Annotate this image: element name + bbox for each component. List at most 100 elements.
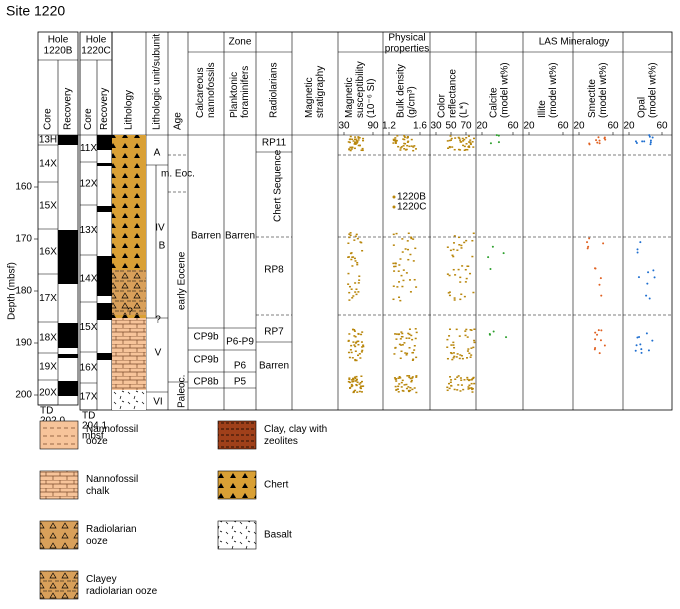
trace-point [347, 283, 350, 285]
column-header: Lithologic unit/subunit [152, 34, 163, 130]
trace-point [356, 340, 359, 343]
trace-point [348, 148, 351, 151]
trace-point [398, 264, 401, 266]
trace-point [347, 141, 350, 143]
mineral-point [641, 140, 644, 143]
trace-point [412, 260, 415, 262]
recovery [97, 163, 112, 166]
trace-point [353, 147, 356, 150]
trace-point [351, 384, 354, 387]
trace-point [396, 388, 399, 390]
mineral-point [597, 329, 600, 332]
scale-label: 20 [476, 121, 488, 132]
trace-point [410, 237, 413, 240]
trace-point [360, 341, 363, 343]
mineral-point [598, 283, 601, 286]
td-label: mbsf [82, 431, 104, 442]
trace-point [348, 285, 351, 288]
trace-point [347, 351, 350, 354]
trace-point [406, 144, 409, 147]
trace-point [395, 378, 398, 380]
recovery [97, 303, 112, 320]
trace-point [446, 140, 449, 142]
trace-point [415, 356, 418, 359]
trace-point [410, 236, 413, 239]
mineral-point [492, 330, 495, 333]
trace-point [394, 142, 397, 144]
mineral-point [594, 346, 597, 349]
column-header: Recovery [63, 88, 74, 130]
trace-point [348, 233, 351, 235]
trace-point [402, 138, 405, 140]
trace-point [467, 386, 470, 388]
trace-point [355, 288, 358, 290]
trace-point [406, 240, 409, 242]
column-header: Color [437, 93, 448, 118]
trace-point [393, 353, 396, 355]
trace-point [406, 141, 409, 143]
trace-point [352, 378, 355, 381]
unit-label: V [155, 348, 162, 359]
trace-point [447, 382, 450, 385]
legend-label: 1220B [397, 192, 426, 203]
trace-point [466, 350, 469, 352]
mineral-point [505, 336, 508, 339]
trace-point [447, 147, 450, 149]
mineral-point [588, 143, 591, 146]
column-header: Bulk density [396, 64, 407, 118]
trace-point [400, 331, 403, 333]
trace-point [348, 333, 351, 335]
trace-point [409, 253, 412, 256]
trace-point [413, 145, 416, 147]
trace-point [446, 346, 449, 348]
trace-point [464, 281, 467, 283]
trace-point [392, 298, 395, 301]
trace-point [357, 333, 360, 335]
age-label: Paleoc. [177, 375, 188, 408]
trace-point [415, 391, 418, 394]
trace-point [466, 376, 469, 379]
mineral-point [640, 351, 643, 354]
trace-point [459, 390, 462, 392]
mineral-point [649, 141, 652, 144]
core-label: 19X [39, 362, 57, 373]
trace-point [394, 385, 397, 388]
recovery [97, 256, 112, 296]
column-header: nannofossils [206, 62, 217, 118]
trace-point [349, 234, 352, 237]
trace-point [413, 387, 416, 389]
depth-tick-label: 160 [15, 182, 32, 193]
trace-point [460, 379, 463, 381]
trace-point [360, 149, 363, 152]
mineral-point [587, 245, 590, 248]
group-header: LAS Mineralogy [539, 37, 610, 48]
trace-point [354, 345, 357, 348]
trace-point [347, 242, 350, 245]
trace-point [472, 232, 475, 235]
core-label: 17X [39, 293, 57, 304]
trace-point [359, 357, 362, 359]
trace-point [350, 258, 353, 261]
trace-point [457, 136, 460, 139]
mineral-point [595, 139, 598, 142]
trace-point [392, 142, 395, 144]
zone-label: P5 [234, 377, 247, 388]
zone-label: Chert Sequence [273, 149, 284, 222]
trace-point [470, 329, 473, 332]
scale-label: 20 [623, 121, 635, 132]
trace-point [355, 293, 358, 296]
trace-point [395, 338, 398, 340]
trace-point [462, 144, 465, 147]
trace-point [396, 135, 399, 137]
trace-point [404, 149, 407, 151]
trace-point [405, 354, 408, 356]
mineral-point [586, 247, 589, 250]
column-header: Opal [637, 97, 648, 118]
core-label: 11X [80, 143, 97, 154]
trace-point [452, 268, 455, 271]
mineral-point [643, 140, 646, 143]
trace-point [401, 285, 404, 288]
mineral-point [652, 269, 655, 272]
mineral-point [651, 136, 654, 139]
mineral-point [599, 339, 602, 342]
